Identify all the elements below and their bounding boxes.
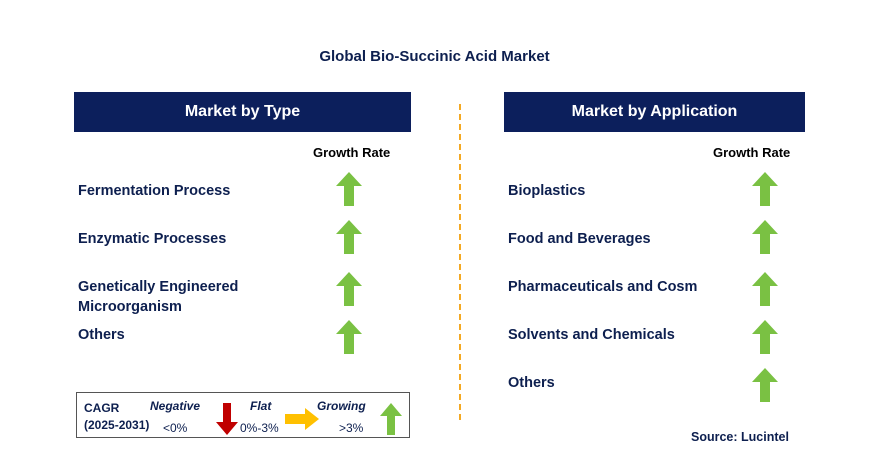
legend-growing-range: >3% [339, 421, 364, 435]
up-arrow-icon [752, 272, 778, 306]
source-note: Source: Lucintel [691, 430, 789, 444]
up-arrow-icon [752, 220, 778, 254]
growth-rate-label-type: Growth Rate [313, 145, 391, 160]
application-row-label: Pharmaceuticals and Cosm [508, 279, 698, 295]
up-arrow-icon [380, 403, 402, 435]
legend-negative-label: Negative [150, 399, 201, 413]
legend-flat-label: Flat [250, 399, 272, 413]
application-row-label: Others [508, 375, 555, 391]
up-arrow-icon [336, 320, 362, 354]
up-arrow-icon [336, 272, 362, 306]
type-row-label: Enzymatic Processes [78, 231, 227, 247]
type-row-label-line1: Genetically Engineered [78, 279, 239, 295]
type-row-label-line2: Microorganism [78, 299, 182, 315]
legend-negative-range: <0% [163, 421, 188, 435]
down-arrow-icon [216, 403, 238, 435]
up-arrow-icon [752, 172, 778, 206]
type-row-label: Genetically Engineered Microorganism [78, 277, 238, 317]
growth-rate-label-application: Growth Rate [713, 145, 791, 160]
up-arrow-icon [336, 172, 362, 206]
legend-cagr-label: CAGR [84, 401, 120, 415]
page-title: Global Bio-Succinic Acid Market [319, 48, 550, 65]
type-row-label: Fermentation Process [78, 183, 231, 199]
application-row-label: Food and Beverages [508, 231, 651, 247]
legend-growing-label: Growing [317, 399, 366, 413]
up-arrow-icon [752, 368, 778, 402]
panel-header-application: Market by Application [504, 92, 805, 132]
legend-period: (2025-2031) [84, 418, 150, 432]
legend-flat-range: 0%-3% [240, 421, 279, 435]
cagr-legend: CAGR (2025-2031) Negative <0% Flat 0%-3%… [76, 392, 410, 438]
panel-divider [459, 104, 461, 420]
type-row-label: Others [78, 327, 125, 343]
up-arrow-icon [752, 320, 778, 354]
application-row-label: Solvents and Chemicals [508, 327, 675, 343]
application-row-label: Bioplastics [508, 183, 586, 199]
panel-header-type: Market by Type [74, 92, 411, 132]
right-arrow-icon [285, 408, 319, 430]
up-arrow-icon [336, 220, 362, 254]
